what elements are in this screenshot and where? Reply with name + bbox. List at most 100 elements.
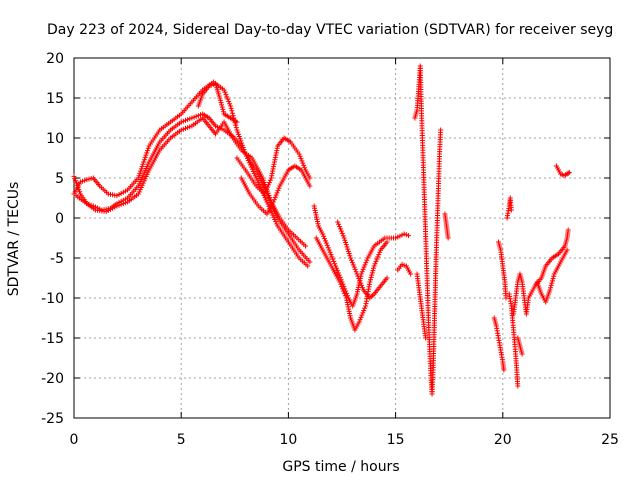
data-point — [239, 142, 245, 148]
data-point — [348, 255, 354, 261]
data-point — [328, 252, 334, 258]
data-point — [138, 184, 144, 190]
data-point — [363, 260, 369, 266]
data-point — [339, 284, 345, 290]
data-point — [337, 274, 343, 280]
data-point — [217, 97, 223, 103]
data-point — [358, 314, 364, 320]
data-point — [76, 187, 82, 193]
data-point — [249, 166, 255, 172]
series-arc-m — [442, 211, 451, 241]
series-arc-s — [515, 335, 525, 357]
data-point — [324, 242, 330, 248]
data-point — [358, 271, 364, 277]
series-arc-k — [412, 63, 444, 397]
data-point — [364, 257, 370, 263]
data-point — [372, 261, 378, 267]
data-point — [357, 317, 363, 323]
data-point — [137, 187, 143, 193]
data-point — [140, 172, 146, 178]
data-point — [335, 219, 341, 225]
data-point — [137, 170, 143, 176]
data-point — [137, 179, 143, 185]
x-tick-label: 20 — [494, 432, 512, 448]
series-arc-t — [532, 227, 571, 289]
data-point — [336, 272, 342, 278]
data-point — [307, 175, 313, 181]
data-point — [356, 319, 362, 325]
series-arc-i — [335, 219, 390, 301]
y-tick-label: -10 — [41, 291, 64, 307]
data-point — [228, 103, 234, 109]
data-point — [235, 129, 241, 135]
data-point — [358, 280, 364, 286]
data-point — [234, 127, 240, 133]
data-point — [224, 94, 230, 100]
data-point — [234, 119, 240, 125]
data-point — [347, 253, 353, 259]
y-tick-label: 5 — [55, 171, 64, 187]
data-point — [221, 87, 227, 93]
data-point — [256, 182, 262, 188]
series-arc-o — [496, 239, 509, 301]
data-point — [360, 266, 366, 272]
data-point — [341, 290, 347, 296]
data-point — [217, 95, 223, 101]
data-point — [373, 258, 379, 264]
data-point — [270, 199, 276, 205]
data-point — [371, 265, 377, 271]
data-point — [519, 351, 525, 357]
data-point — [139, 182, 145, 188]
data-point — [300, 160, 306, 166]
data-point — [145, 148, 151, 154]
data-point — [326, 247, 332, 253]
data-point — [73, 178, 79, 184]
y-tick-label: -15 — [41, 331, 64, 347]
data-point — [299, 158, 305, 164]
series-arc-r — [511, 247, 570, 317]
data-point — [262, 191, 268, 197]
data-point — [237, 136, 243, 142]
data-point — [141, 157, 147, 163]
data-point — [230, 113, 236, 119]
axis-ticks — [73, 57, 611, 419]
x-tick-label: 0 — [70, 432, 79, 448]
data-point — [369, 270, 375, 276]
data-point — [548, 285, 554, 291]
data-point — [143, 174, 149, 180]
series-arc-b — [71, 111, 313, 265]
data-point — [257, 176, 263, 182]
data-point — [275, 188, 281, 194]
data-point — [367, 279, 373, 285]
data-point — [144, 171, 150, 177]
data-point — [362, 305, 368, 311]
data-point — [501, 367, 507, 373]
data-point — [369, 272, 375, 278]
data-point — [332, 261, 338, 267]
series-arc-c — [73, 115, 309, 249]
data-point — [225, 96, 231, 102]
data-point — [322, 236, 328, 242]
data-point — [361, 308, 367, 314]
data-point — [267, 177, 273, 183]
data-point — [236, 134, 242, 140]
data-point — [267, 195, 273, 201]
data-point — [266, 180, 272, 186]
data-point — [331, 258, 337, 264]
data-point — [359, 269, 365, 275]
data-point — [344, 244, 350, 250]
data-point — [549, 278, 555, 284]
data-point — [341, 288, 347, 294]
data-point — [77, 189, 83, 195]
data-point — [359, 282, 365, 288]
grid-lines — [74, 58, 610, 418]
data-point — [138, 166, 144, 172]
data-point — [223, 92, 229, 98]
data-point — [260, 177, 266, 183]
data-point — [360, 285, 366, 291]
data-point — [342, 237, 348, 243]
data-point — [263, 189, 269, 195]
series-arc-u — [553, 163, 572, 179]
data-point — [136, 181, 142, 187]
data-point — [345, 246, 351, 252]
